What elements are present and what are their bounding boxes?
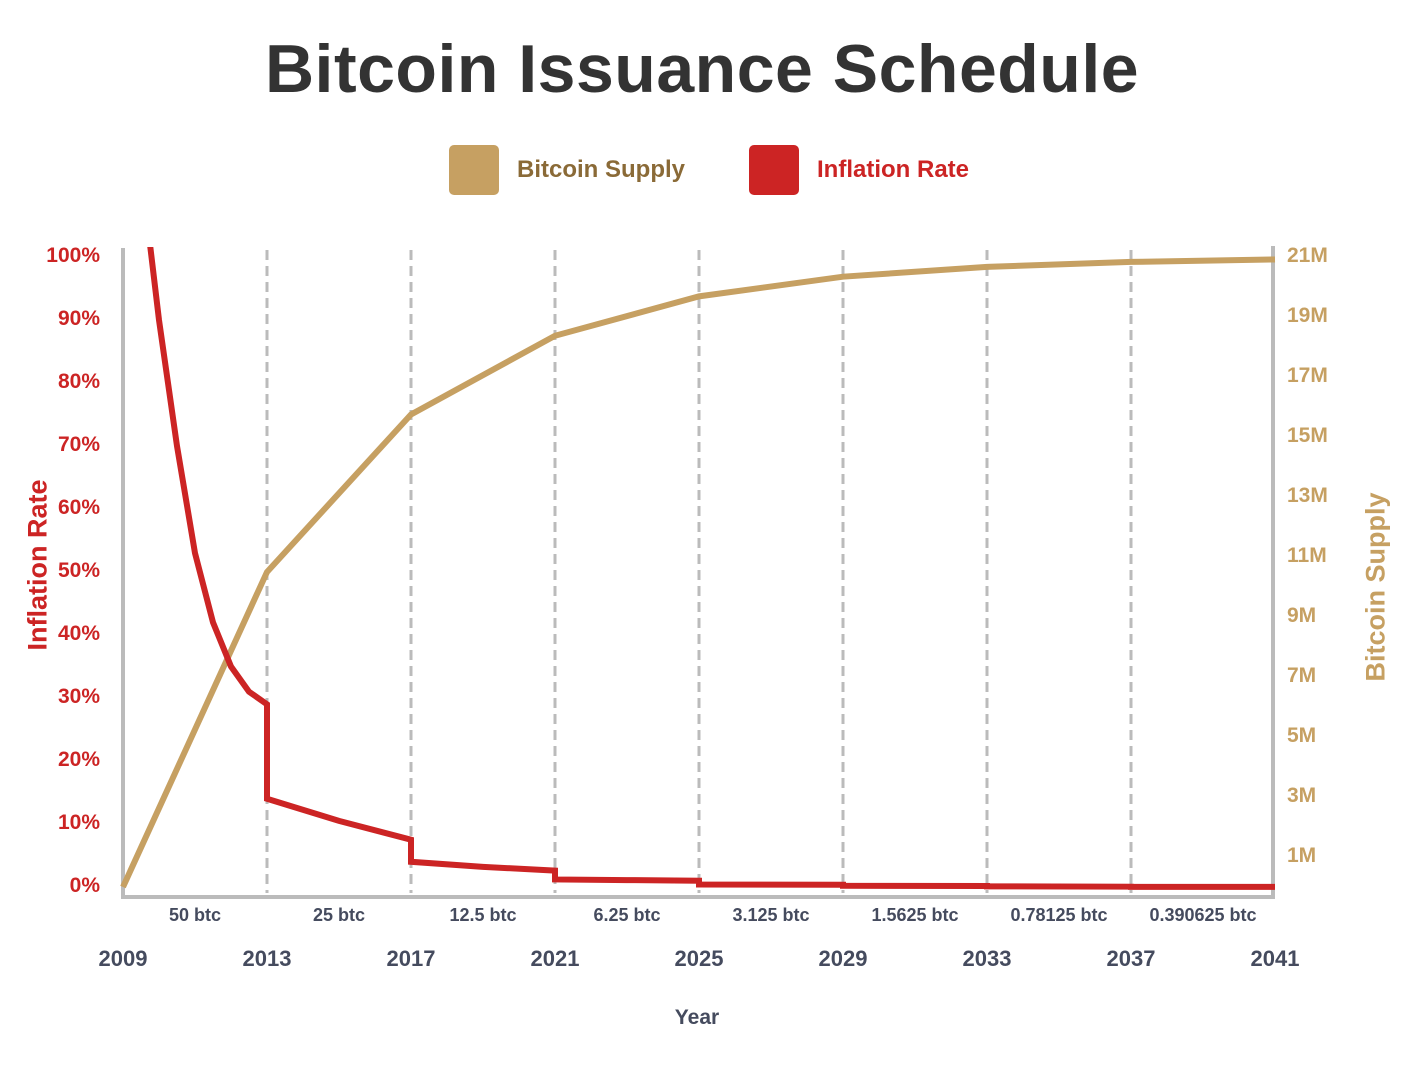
x-tick-label: 2025 — [674, 946, 724, 971]
block-reward-label: 50 btc — [168, 905, 222, 925]
left-tick-label: 20% — [57, 748, 100, 771]
inflation-line — [147, 247, 1276, 890]
right-tick-label: 7M — [1287, 664, 1317, 687]
block-reward-label: 0.390625 btc — [1149, 905, 1257, 925]
left-tick-label: 0% — [69, 874, 100, 897]
right-tick-label: 1M — [1287, 844, 1317, 867]
x-tick-label: 2037 — [1106, 946, 1156, 971]
right-tick-label: 5M — [1287, 724, 1317, 747]
right-tick-label: 11M — [1287, 544, 1327, 567]
legend-item-inflation: Inflation Rate — [749, 145, 969, 195]
right-tick-label: 19M — [1287, 304, 1328, 327]
legend-item-supply: Bitcoin Supply — [449, 145, 685, 195]
right-tick-label: 21M — [1287, 244, 1328, 267]
x-tick-label: 2021 — [530, 946, 580, 971]
x-tick-label: 2029 — [818, 946, 868, 971]
right-axis-title: Bitcoin Supply — [1360, 492, 1391, 682]
block-reward-label: 3.125 btc — [732, 905, 810, 925]
supply-line — [120, 256, 1276, 889]
block-reward-label: 1.5625 btc — [871, 905, 959, 925]
x-tick-label: 2009 — [98, 946, 148, 971]
right-tick-label: 9M — [1287, 604, 1317, 627]
left-tick-label: 90% — [57, 307, 100, 330]
x-tick-label: 2013 — [242, 946, 292, 971]
x-tick-label: 2041 — [1250, 946, 1300, 971]
x-tick-label: 2017 — [386, 946, 436, 971]
left-tick-label: 10% — [57, 811, 100, 834]
legend-label-inflation: Inflation Rate — [817, 156, 970, 183]
right-tick-label: 3M — [1287, 784, 1317, 807]
chart-title: Bitcoin Issuance Schedule — [264, 31, 1140, 107]
x-axis-title: Year — [674, 1006, 720, 1029]
legend: Bitcoin Supply Inflation Rate — [0, 145, 1404, 195]
x-tick-label: 2033 — [962, 946, 1012, 971]
left-tick-label: 40% — [57, 622, 100, 645]
left-axis-title: Inflation Rate — [22, 479, 53, 651]
left-tick-label: 80% — [57, 370, 100, 393]
block-reward-label: 12.5 btc — [449, 905, 517, 925]
block-reward-label: 25 btc — [312, 905, 366, 925]
block-reward-label: 6.25 btc — [593, 905, 661, 925]
right-tick-label: 17M — [1287, 364, 1328, 387]
left-tick-label: 60% — [57, 496, 100, 519]
left-tick-label: 100% — [46, 244, 100, 267]
legend-swatch-supply-icon — [449, 145, 499, 195]
right-tick-label: 15M — [1287, 424, 1328, 447]
right-tick-label: 13M — [1287, 484, 1328, 507]
left-tick-label: 70% — [57, 433, 100, 456]
block-reward-label: 0.78125 btc — [1010, 905, 1108, 925]
legend-label-supply: Bitcoin Supply — [517, 156, 685, 183]
left-tick-label: 50% — [57, 559, 100, 582]
left-tick-label: 30% — [57, 685, 100, 708]
legend-swatch-inflation-icon — [749, 145, 799, 195]
